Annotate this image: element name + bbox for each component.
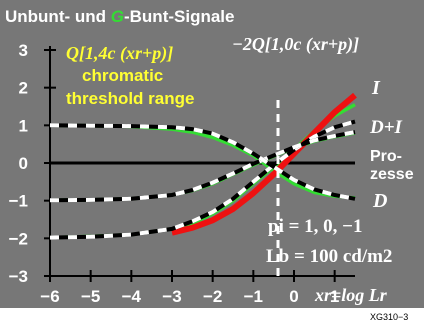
series-dashed-lower-dash <box>49 123 356 201</box>
figure-code: XG310−3 <box>370 312 408 322</box>
chromatic-label-2: threshold range <box>66 89 194 108</box>
x-tick-label: −5 <box>81 287 100 306</box>
left-formula-label: Q[1,4c (xr+p)] <box>66 43 173 64</box>
curve-d-label: D <box>372 190 387 212</box>
prozesse-label-1: Pro- <box>370 148 402 165</box>
curve-di-label: D+I <box>369 117 403 138</box>
chart-background <box>0 0 424 308</box>
x-tick-label: 0 <box>289 287 298 306</box>
curves-group <box>49 92 357 240</box>
series-dashed-upper-dash <box>49 119 356 240</box>
y-tick-label: −1 <box>9 192 28 211</box>
chromatic-label-1: chromatic <box>82 66 163 85</box>
x-tick-label: −4 <box>122 287 142 306</box>
series-red-line <box>171 92 357 236</box>
x-axis-label: xr=log Lr <box>314 285 388 305</box>
y-tick-label: 2 <box>19 79 28 98</box>
chart-title: Unbunt- und G-Bunt-Signale <box>5 7 234 26</box>
x-tick-label: −3 <box>162 287 181 306</box>
x-tick-label: −1 <box>244 287 263 306</box>
p-values-label: pi = 1, 0, −1 <box>268 216 363 237</box>
right-formula-label: −2Q[1,0c (xr+p)] <box>232 34 359 55</box>
x-tick-label: −2 <box>203 287 222 306</box>
curve-i-label: I <box>371 77 381 99</box>
prozesse-label-2: zesse <box>370 166 414 183</box>
luminance-label: Lb = 100 cd/m2 <box>266 246 392 267</box>
y-tick-label: 1 <box>19 116 28 135</box>
x-tick-label: −6 <box>40 287 59 306</box>
y-tick-label: 0 <box>19 154 28 173</box>
series-dashed-middle-dash <box>49 130 356 203</box>
tick-group: 3 2 1 0 −1 −2 −3 −6 −5 −4 −3 −2 −1 0 1 <box>9 41 340 306</box>
x-tick-label: 1 <box>330 287 339 306</box>
y-tick-label: −2 <box>9 229 28 248</box>
y-tick-label: −3 <box>9 267 28 286</box>
y-tick-label: 3 <box>19 41 28 60</box>
